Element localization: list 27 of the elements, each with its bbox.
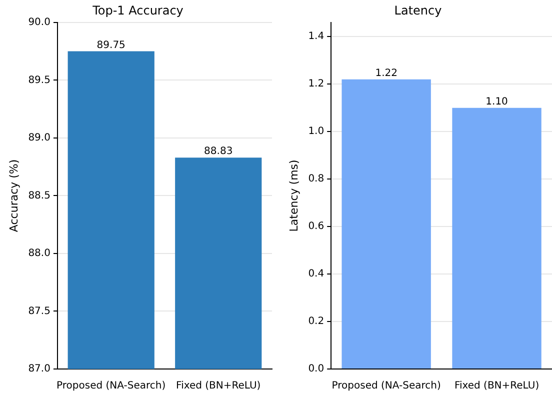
y-tick-label: 0.6 [308,221,324,232]
y-tick-label: 0.2 [308,316,324,328]
data-label: 1.10 [486,96,508,108]
chart-title: Latency [394,3,442,18]
y-tick-label: 0.4 [308,268,324,280]
y-tick-label: 89.5 [28,74,50,86]
x-tick-label: Proposed (NA-Search) [56,380,166,392]
y-axis-title: Accuracy (%) [7,159,20,232]
y-tick-label: 1.4 [308,31,324,42]
x-tick-label: Proposed (NA-Search) [332,380,441,392]
x-tick-label: Fixed (BN+ReLU) [176,380,261,392]
y-tick-label: 0.8 [308,174,324,185]
chart-title: Top-1 Accuracy [92,3,184,18]
y-tick-label: 88.5 [28,190,50,202]
data-label: 89.75 [96,40,126,51]
y-tick-label: 89.0 [28,132,50,144]
y-tick-label: 87.0 [28,364,50,375]
y-tick-label: 1.2 [308,78,324,90]
y-tick-label: 88.0 [28,248,50,260]
y-tick-label: 90.0 [28,16,50,28]
data-label: 1.22 [375,68,398,79]
data-label: 88.83 [204,146,233,158]
y-axis-title: Latency (ms) [287,160,300,232]
y-tick-label: 0.0 [308,364,324,375]
y-tick-label: 1.0 [308,126,324,138]
x-tick-label: Fixed (BN+ReLU) [454,380,540,392]
y-tick-label: 87.5 [28,306,50,317]
